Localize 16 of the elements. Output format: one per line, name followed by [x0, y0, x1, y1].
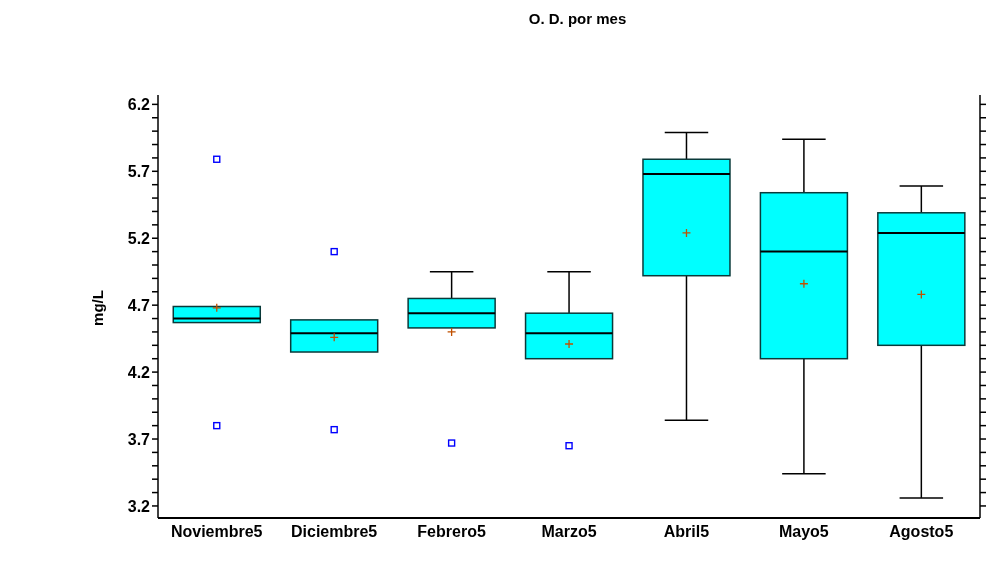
chart-title: O. D. por mes — [527, 10, 628, 27]
x-tick-label: Diciembre5 — [291, 523, 378, 541]
x-tick-label: Marzo5 — [541, 523, 597, 541]
y-tick-label: 4.2 — [127, 363, 151, 381]
x-tick-label: Febrero5 — [417, 523, 486, 541]
y-tick-label: 4.7 — [127, 296, 151, 314]
y-tick-label: 5.7 — [127, 162, 151, 180]
x-tick-label: Noviembre5 — [170, 523, 263, 541]
x-tick-label: Abril5 — [663, 523, 710, 541]
x-tick-label: Agosto5 — [889, 523, 954, 541]
y-tick-label: 3.7 — [127, 430, 151, 448]
y-axis-title: mg/L — [89, 290, 107, 326]
y-tick-label: 3.2 — [127, 497, 151, 515]
x-tick-label: Mayo5 — [778, 523, 829, 541]
y-tick-label: 6.2 — [127, 96, 151, 114]
y-tick-label: 5.2 — [127, 229, 151, 247]
